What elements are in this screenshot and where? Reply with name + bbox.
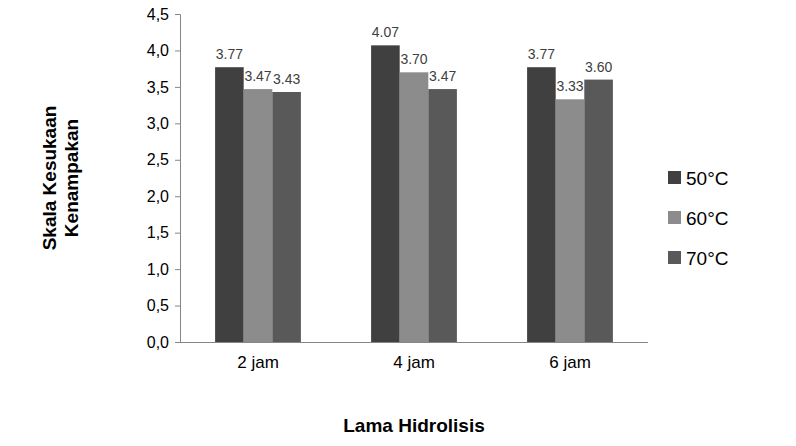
- x-tick: 4 jam: [393, 342, 435, 372]
- y-axis-title-line: Skala Kesukaan: [39, 106, 60, 251]
- legend-label: 50°C: [686, 168, 728, 189]
- legend-swatch: [668, 251, 681, 264]
- y-tick: 4,5: [147, 6, 180, 23]
- bar: [272, 92, 301, 342]
- x-tick: 2 jam: [237, 342, 279, 372]
- y-tick-mark: [175, 196, 180, 197]
- bar: [428, 89, 457, 342]
- y-tick-label: 3,5: [147, 79, 169, 96]
- y-tick: 1,0: [147, 261, 180, 278]
- y-tick-mark: [175, 306, 180, 307]
- legend-label: 60°C: [686, 208, 728, 229]
- y-tick: 4,0: [147, 42, 180, 59]
- x-tick-label: 4 jam: [393, 353, 435, 372]
- y-tick: 0,0: [147, 334, 180, 351]
- y-axis: 0,0 0,5 1,0 1,5 2,0 2,5 3,0 3,5 4,0 4,5: [147, 6, 181, 351]
- y-axis-title-line: Kenampakan: [61, 119, 82, 237]
- y-tick-label: 2,0: [147, 188, 169, 205]
- data-label: 3.43: [273, 71, 300, 87]
- x-axis-title: Lama Hidrolisis: [343, 415, 485, 436]
- y-tick-label: 0,5: [147, 297, 169, 314]
- bar: [400, 72, 429, 342]
- legend-label: 70°C: [686, 248, 728, 269]
- y-tick-mark: [175, 269, 180, 270]
- bar: [215, 67, 244, 342]
- y-tick-mark: [175, 87, 180, 88]
- x-axis: 2 jam 4 jam 6 jam: [180, 342, 648, 372]
- y-tick-mark: [175, 14, 180, 15]
- y-tick: 2,5: [147, 151, 180, 168]
- x-tick: 6 jam: [549, 342, 591, 372]
- legend: 50°C 60°C 70°C: [668, 168, 728, 269]
- y-axis-line: [175, 15, 181, 343]
- legend-swatch: [668, 211, 681, 224]
- y-tick-mark: [175, 123, 180, 124]
- x-axis-line: [180, 342, 648, 343]
- data-label: 3.60: [585, 59, 612, 75]
- bar: [371, 45, 400, 342]
- bar: [244, 89, 273, 342]
- chart: 0,0 0,5 1,0 1,5 2,0 2,5 3,0 3,5 4,0 4,5 2 jam 4 jam…: [0, 0, 796, 446]
- y-tick-mark: [175, 233, 180, 234]
- y-tick-label: 1,0: [147, 261, 169, 278]
- bars: [215, 45, 613, 342]
- data-label: 3.77: [216, 46, 243, 62]
- y-tick-label: 3,0: [147, 115, 169, 132]
- data-label: 3.70: [400, 51, 427, 67]
- legend-swatch: [668, 171, 681, 184]
- data-label: 3.33: [556, 78, 583, 94]
- y-tick-mark: [175, 50, 180, 51]
- y-tick: 1,5: [147, 224, 180, 241]
- x-tick-label: 2 jam: [237, 353, 279, 372]
- y-axis-title: Skala KesukaanKenampakan: [39, 106, 82, 251]
- y-tick-mark: [175, 342, 180, 343]
- y-tick-label: 1,5: [147, 224, 169, 241]
- y-tick: 2,0: [147, 188, 180, 205]
- y-tick-label: 2,5: [147, 151, 169, 168]
- data-label: 3.47: [244, 68, 271, 84]
- y-tick-label: 4,5: [147, 6, 169, 23]
- y-tick-mark: [175, 160, 180, 161]
- bar: [584, 80, 613, 342]
- y-tick: 0,5: [147, 297, 180, 314]
- y-tick-label: 4,0: [147, 42, 169, 59]
- data-label: 3.77: [528, 46, 555, 62]
- y-tick: 3,5: [147, 79, 180, 96]
- data-label: 4.07: [372, 24, 399, 40]
- x-tick-label: 6 jam: [549, 353, 591, 372]
- bar: [556, 99, 585, 342]
- data-label: 3.47: [429, 68, 456, 84]
- bar: [527, 67, 556, 342]
- y-tick: 3,0: [147, 115, 180, 132]
- y-tick-label: 0,0: [147, 334, 169, 351]
- data-labels: 3.774.073.773.473.703.333.433.473.60: [216, 24, 613, 94]
